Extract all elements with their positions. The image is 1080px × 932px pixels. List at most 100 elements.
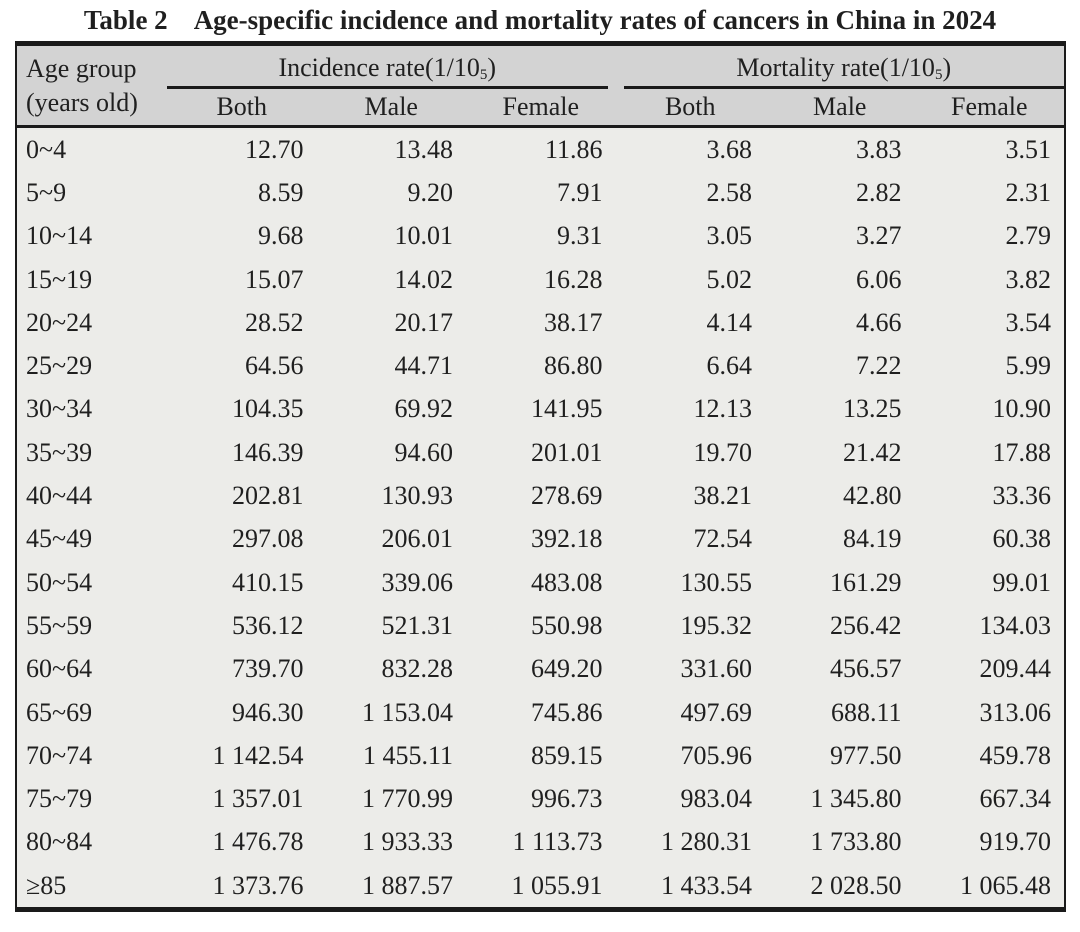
cell-incidence-female: 38.17 xyxy=(544,307,603,337)
cell-mortality-female: 667.34 xyxy=(979,784,1052,814)
cell-mortality-male: 256.42 xyxy=(830,610,902,640)
cell-mortality-male: 1 345.80 xyxy=(810,784,902,814)
cell-mortality-both: 5.02 xyxy=(706,264,753,294)
cell-age-group: 25~29 xyxy=(26,351,93,381)
cell-incidence-both: 12.70 xyxy=(245,134,304,164)
cell-mortality-female: 3.54 xyxy=(1005,307,1052,337)
cell-incidence-both: 410.15 xyxy=(232,567,304,597)
cell-mortality-female: 99.01 xyxy=(992,567,1052,597)
table-row: 55~59 536.12 521.31 550.98 195.32 256.42 134.0… xyxy=(17,604,1064,647)
cell-mortality-female: 209.44 xyxy=(979,654,1052,684)
cell-incidence-both: 1 357.01 xyxy=(212,784,304,814)
cell-incidence-both: 1 373.76 xyxy=(212,870,304,900)
cell-mortality-male: 161.29 xyxy=(830,567,902,597)
table-row: 10~14 9.68 10.01 9.31 3.05 3.27 2.79 xyxy=(17,215,1064,258)
cell-age-group: 55~59 xyxy=(26,610,93,640)
table-row: 35~39 146.39 94.60 201.01 19.70 21.42 17.88 xyxy=(17,431,1064,474)
cell-mortality-male: 2.82 xyxy=(856,177,902,207)
cell-mortality-both: 12.13 xyxy=(693,394,753,424)
cell-mortality-female: 10.90 xyxy=(992,394,1052,424)
cell-incidence-both: 15.07 xyxy=(245,264,304,294)
cell-mortality-female: 919.70 xyxy=(979,827,1052,857)
table-row: 20~24 28.52 20.17 38.17 4.14 4.66 3.54 xyxy=(17,301,1064,344)
cell-mortality-both: 331.60 xyxy=(680,654,753,684)
cell-incidence-male: 130.93 xyxy=(381,481,454,511)
cell-mortality-female: 60.38 xyxy=(992,524,1052,554)
cell-incidence-both: 8.59 xyxy=(258,177,304,207)
cell-mortality-male: 4.66 xyxy=(856,307,902,337)
cell-mortality-both: 195.32 xyxy=(680,610,753,640)
cell-age-group: 70~74 xyxy=(26,740,93,770)
cell-age-group: ≥85 xyxy=(26,870,67,900)
table-row: 80~84 1 476.78 1 933.33 1 113.73 1 280.31 1 7… xyxy=(17,821,1064,864)
age-group-header-line2: (years old) xyxy=(26,87,138,117)
cell-incidence-female: 11.86 xyxy=(544,134,603,164)
cell-incidence-female: 9.31 xyxy=(557,221,603,251)
cell-incidence-female: 996.73 xyxy=(531,784,603,814)
cell-mortality-both: 1 433.54 xyxy=(661,870,752,900)
cell-incidence-both: 297.08 xyxy=(232,524,304,554)
cell-incidence-female: 550.98 xyxy=(531,610,603,640)
cell-mortality-both: 2.58 xyxy=(706,177,753,207)
cell-mortality-female: 3.82 xyxy=(1005,264,1052,294)
cell-incidence-male: 14.02 xyxy=(394,264,454,294)
table-row: ≥85 1 373.76 1 887.57 1 055.91 1 433.54 2 028… xyxy=(17,864,1064,907)
table-row: 60~64 739.70 832.28 649.20 331.60 456.57 209.4… xyxy=(17,648,1064,691)
cell-age-group: 45~49 xyxy=(26,524,93,554)
cell-mortality-male: 977.50 xyxy=(830,740,902,770)
cell-incidence-both: 946.30 xyxy=(232,697,304,727)
cell-mortality-female: 134.03 xyxy=(979,610,1052,640)
table-header: Age group (years old) Incidence rate(1/1… xyxy=(17,46,1064,128)
cell-incidence-both: 536.12 xyxy=(232,610,304,640)
cell-incidence-both: 739.70 xyxy=(232,654,304,684)
cell-mortality-female: 33.36 xyxy=(992,481,1052,511)
cell-incidence-female: 141.95 xyxy=(531,394,603,424)
cell-incidence-female: 1 055.91 xyxy=(511,870,603,900)
cell-age-group: 0~4 xyxy=(26,134,67,164)
cell-incidence-male: 69.92 xyxy=(394,394,454,424)
cell-mortality-male: 21.42 xyxy=(843,437,902,467)
cell-incidence-both: 146.39 xyxy=(232,437,304,467)
cell-mortality-female: 3.51 xyxy=(1005,134,1052,164)
cell-age-group: 35~39 xyxy=(26,437,93,467)
cell-mortality-male: 6.06 xyxy=(856,264,902,294)
cell-age-group: 80~84 xyxy=(26,827,93,857)
cell-mortality-female: 2.79 xyxy=(1005,221,1052,251)
cell-incidence-female: 745.86 xyxy=(531,697,603,727)
table-row: 40~44 202.81 130.93 278.69 38.21 42.80 33.36 xyxy=(17,474,1064,517)
subheader-incidence-female: Female xyxy=(502,92,580,121)
age-group-column-header: Age group (years old) xyxy=(17,46,167,125)
table-row: 65~69 946.30 1 153.04 745.86 497.69 688.11 313… xyxy=(17,691,1064,734)
cell-mortality-both: 1 280.31 xyxy=(661,827,752,857)
cell-mortality-both: 6.64 xyxy=(706,351,753,381)
cell-mortality-male: 2 028.50 xyxy=(810,870,902,900)
cell-incidence-male: 1 887.57 xyxy=(362,870,453,900)
cell-incidence-male: 1 455.11 xyxy=(362,740,453,770)
mortality-header-text: Mortality rate(1/10 xyxy=(736,53,935,82)
cell-incidence-both: 9.68 xyxy=(258,221,304,251)
table-row: 50~54 410.15 339.06 483.08 130.55 161.29 99.01 xyxy=(17,561,1064,604)
cell-incidence-female: 278.69 xyxy=(531,481,603,511)
table-row: 75~79 1 357.01 1 770.99 996.73 983.04 1 345.8… xyxy=(17,777,1064,820)
incidence-header-close: ) xyxy=(487,53,497,82)
cell-mortality-both: 3.05 xyxy=(706,221,753,251)
cell-age-group: 10~14 xyxy=(26,221,93,251)
cell-incidence-male: 1 153.04 xyxy=(362,697,453,727)
cell-age-group: 75~79 xyxy=(26,784,93,814)
cell-mortality-both: 19.70 xyxy=(693,437,753,467)
cell-incidence-female: 392.18 xyxy=(531,524,603,554)
subheader-mortality-female: Female xyxy=(950,92,1028,121)
table-row: 15~19 15.07 14.02 16.28 5.02 6.06 3.82 xyxy=(17,258,1064,301)
cell-mortality-female: 5.99 xyxy=(1005,351,1052,381)
cell-mortality-female: 459.78 xyxy=(979,740,1052,770)
cell-mortality-male: 688.11 xyxy=(830,697,902,727)
cell-mortality-male: 3.83 xyxy=(856,134,902,164)
cell-mortality-both: 983.04 xyxy=(680,784,753,814)
cell-age-group: 30~34 xyxy=(26,394,93,424)
cell-incidence-both: 202.81 xyxy=(232,481,304,511)
age-group-header-line1: Age group xyxy=(26,54,137,84)
cell-mortality-male: 84.19 xyxy=(843,524,902,554)
cell-age-group: 65~69 xyxy=(26,697,93,727)
subheader-incidence-male: Male xyxy=(364,92,418,121)
cell-age-group: 40~44 xyxy=(26,481,93,511)
